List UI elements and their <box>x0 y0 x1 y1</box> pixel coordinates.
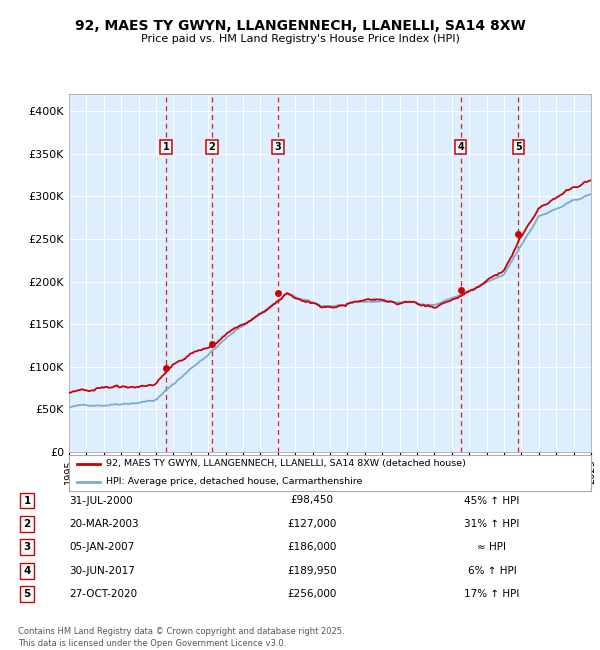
Text: ≈ HPI: ≈ HPI <box>478 542 506 552</box>
Text: 5: 5 <box>515 142 522 152</box>
Text: HPI: Average price, detached house, Carmarthenshire: HPI: Average price, detached house, Carm… <box>106 477 362 486</box>
Text: £256,000: £256,000 <box>287 589 337 599</box>
Text: 05-JAN-2007: 05-JAN-2007 <box>69 542 134 552</box>
Text: £98,450: £98,450 <box>290 495 334 506</box>
Text: 5: 5 <box>23 589 31 599</box>
Text: 45% ↑ HPI: 45% ↑ HPI <box>464 495 520 506</box>
Text: 4: 4 <box>23 566 31 576</box>
Text: 6% ↑ HPI: 6% ↑ HPI <box>467 566 517 576</box>
Text: 31-JUL-2000: 31-JUL-2000 <box>69 495 133 506</box>
Text: 2: 2 <box>209 142 215 152</box>
Text: 31% ↑ HPI: 31% ↑ HPI <box>464 519 520 529</box>
Text: 2: 2 <box>23 519 31 529</box>
Text: 1: 1 <box>163 142 169 152</box>
Text: 3: 3 <box>23 542 31 552</box>
Text: £189,950: £189,950 <box>287 566 337 576</box>
Text: 17% ↑ HPI: 17% ↑ HPI <box>464 589 520 599</box>
Text: 92, MAES TY GWYN, LLANGENNECH, LLANELLI, SA14 8XW (detached house): 92, MAES TY GWYN, LLANGENNECH, LLANELLI,… <box>106 460 466 469</box>
Text: 20-MAR-2003: 20-MAR-2003 <box>69 519 139 529</box>
Text: 3: 3 <box>275 142 281 152</box>
Text: 30-JUN-2017: 30-JUN-2017 <box>69 566 135 576</box>
Text: £186,000: £186,000 <box>287 542 337 552</box>
Text: £127,000: £127,000 <box>287 519 337 529</box>
Text: Price paid vs. HM Land Registry's House Price Index (HPI): Price paid vs. HM Land Registry's House … <box>140 34 460 44</box>
Text: 4: 4 <box>457 142 464 152</box>
Text: Contains HM Land Registry data © Crown copyright and database right 2025.
This d: Contains HM Land Registry data © Crown c… <box>18 627 344 648</box>
Text: 92, MAES TY GWYN, LLANGENNECH, LLANELLI, SA14 8XW: 92, MAES TY GWYN, LLANGENNECH, LLANELLI,… <box>74 20 526 34</box>
Text: 27-OCT-2020: 27-OCT-2020 <box>69 589 137 599</box>
Text: 1: 1 <box>23 495 31 506</box>
